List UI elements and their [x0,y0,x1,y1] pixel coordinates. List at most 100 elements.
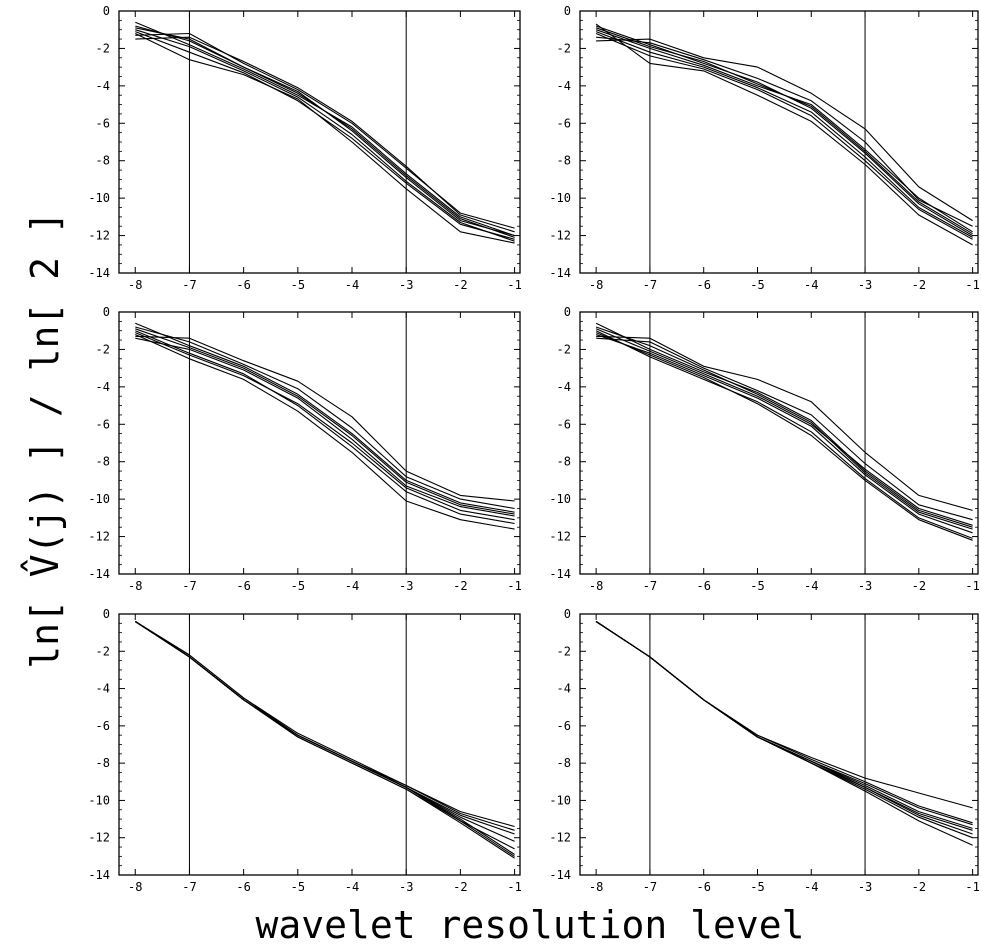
x-tick-label: -3 [858,278,872,292]
y-tick-label: -12 [549,530,571,544]
x-tick-label: -3 [399,880,413,894]
y-tick-label: -8 [96,756,110,770]
y-tick-label: -4 [557,79,571,93]
y-tick-label: 0 [103,607,110,621]
y-tick-label: -8 [557,154,571,168]
y-tick-label: -8 [557,756,571,770]
y-tick-label: -6 [96,719,110,733]
y-tick-label: -6 [557,719,571,733]
y-tick-label: -14 [88,868,110,882]
y-tick-label: -14 [549,567,571,581]
x-tick-label: -4 [345,579,359,593]
x-tick-label: -1 [965,880,979,894]
panel-5: 0 -2 -4 -6 -8 -10 -12 -14 -8 -7 -6 -5 -4 -3 -2 -1 [88,607,521,894]
y-tick-label: 0 [564,4,571,18]
series-line-7 [595,31,973,238]
x-tick-label: -6 [696,278,710,292]
series-line-4 [135,333,515,530]
series-line-2 [135,29,515,242]
y-tick-label: -12 [88,530,110,544]
y-tick-label: -2 [557,342,571,356]
series-line-5 [595,23,973,246]
x-tick-label: -6 [696,880,710,894]
x-tick-label: -3 [399,278,413,292]
y-tick-label: -4 [557,380,571,394]
x-tick-label: -6 [236,880,250,894]
series-line-5 [595,326,973,530]
panel-3: 0 -2 -4 -6 -8 -10 -12 -14 -8 -7 -6 -5 -4 -3 -2 -1 [88,305,521,593]
x-tick-label: -2 [912,278,926,292]
x-tick-label: -2 [912,579,926,593]
x-tick-label: -7 [182,880,196,894]
x-tick-label: -5 [750,579,764,593]
y-tick-label: -4 [96,380,110,394]
y-tick-label: -2 [96,644,110,658]
panel-frame [579,10,979,274]
panel-6: 0 -2 -4 -6 -8 -10 -12 -14 -8 -7 -6 -5 -4 -3 -2 -1 [549,607,980,894]
y-axis-label: ln[ V̂(j) ] / ln[ 2 ] [21,211,67,669]
y-tick-label: 0 [103,305,110,319]
x-tick-label: -7 [643,579,657,593]
series-line-6 [135,337,515,517]
series-line-6 [134,621,515,850]
x-tick-label: -2 [453,880,467,894]
x-tick-label: -7 [643,880,657,894]
x-tick-label: -7 [182,278,196,292]
panel-2: 0 -2 -4 -6 -8 -10 -12 -14 -8 -7 -6 -5 -4 -3 -2 -1 [549,4,980,292]
x-tick-label: -4 [804,579,818,593]
x-tick-label: -5 [750,278,764,292]
x-tick-label: -3 [858,579,872,593]
x-tick-label: -1 [507,880,521,894]
x-tick-label: -1 [507,278,521,292]
y-tick-label: -14 [549,266,571,280]
x-tick-label: -1 [965,579,979,593]
series-line-7 [595,328,973,526]
series-line-6 [595,332,973,541]
x-tick-label: -1 [507,579,521,593]
series-line-6 [595,621,973,831]
series-line-5 [135,326,515,510]
y-tick-label: -14 [549,868,571,882]
y-tick-label: -2 [96,41,110,55]
x-tick-label: -5 [291,278,305,292]
y-tick-label: -14 [88,567,110,581]
series-line-8 [135,27,515,237]
series-line-8 [595,27,973,235]
series-line-8 [134,621,515,855]
x-tick-label: -6 [236,579,250,593]
y-tick-label: -4 [557,682,571,696]
series-line-8 [135,332,515,521]
x-axis-label: wavelet resolution level [255,903,804,947]
series-line-6 [596,36,973,227]
series-line-8 [595,621,973,835]
series-line-4 [135,33,515,244]
x-tick-label: -8 [589,278,603,292]
y-tick-label: -12 [88,229,110,243]
x-tick-label: -3 [858,880,872,894]
y-tick-label: -12 [549,831,571,845]
x-tick-label: -6 [696,579,710,593]
x-tick-label: -4 [345,278,359,292]
series-line-3 [596,335,973,511]
y-tick-label: -4 [96,79,110,93]
y-tick-label: -12 [88,831,110,845]
x-tick-label: -3 [399,579,413,593]
y-tick-label: -4 [96,682,110,696]
series-line-7 [135,328,515,515]
y-tick-label: -10 [549,793,571,807]
y-tick-label: -10 [549,492,571,506]
series-line-2 [135,330,515,525]
series-line-1 [595,25,973,237]
series-line-1 [595,322,973,528]
y-tick-label: -10 [88,793,110,807]
series-line-2 [595,32,973,240]
y-tick-label: -2 [96,342,110,356]
x-tick-label: -8 [128,579,142,593]
y-tick-label: -6 [96,417,110,431]
series-line-8 [596,337,973,521]
x-tick-label: -5 [291,579,305,593]
x-tick-label: -2 [453,278,467,292]
y-tick-label: -6 [96,116,110,130]
x-tick-label: -8 [589,579,603,593]
